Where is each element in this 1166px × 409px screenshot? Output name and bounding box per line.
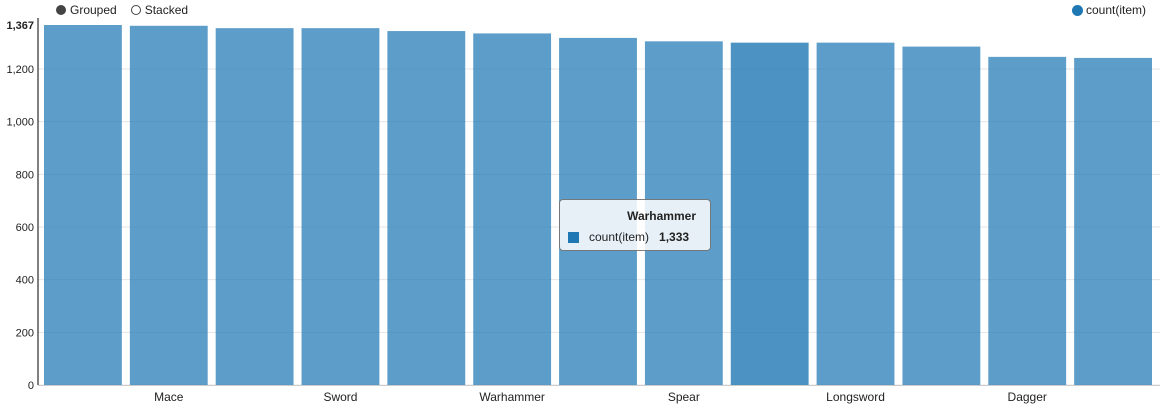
stacked-option[interactable]: Stacked — [130, 3, 189, 17]
y-tick-label: 800 — [16, 169, 34, 181]
bar[interactable] — [301, 28, 380, 385]
tooltip: Warhammer count(item) 1,333 — [559, 199, 711, 251]
legend-dot-icon[interactable] — [1071, 4, 1083, 16]
y-tick-label: 1,200 — [6, 64, 34, 76]
x-tick-label: Mace — [154, 390, 184, 404]
x-tick-label: Warhammer — [479, 390, 545, 404]
legend-label: count(item) — [1085, 3, 1146, 17]
bar[interactable] — [1074, 57, 1152, 386]
grouped-label: Grouped — [70, 3, 117, 17]
tooltip-row: count(item) 1,333 — [568, 230, 689, 244]
tooltip-value: 1,333 — [659, 230, 690, 244]
x-tick-label: Dagger — [1008, 390, 1047, 404]
y-tick-label: 600 — [16, 222, 34, 234]
y-axis-ticks: 0 200 400 600 800 1,000 1,200 1,367 — [6, 20, 34, 392]
grouped-radio-icon[interactable] — [56, 5, 66, 15]
bar[interactable] — [129, 25, 208, 386]
bar[interactable] — [44, 25, 122, 385]
bar[interactable] — [730, 42, 809, 386]
legend-item[interactable]: count(item) — [1071, 2, 1146, 18]
bar[interactable] — [387, 31, 466, 385]
stacked-label: Stacked — [144, 3, 189, 17]
grouped-option[interactable]: Grouped — [56, 3, 117, 17]
axes — [37, 18, 1160, 386]
y-tick-label: 0 — [28, 380, 34, 392]
stacked-radio-icon[interactable] — [130, 5, 141, 15]
y-tick-label: 400 — [16, 275, 34, 287]
y-max-label: 1,367 — [6, 20, 34, 32]
tooltip-title: Warhammer — [627, 209, 696, 223]
x-tick-label: Sword — [323, 390, 357, 404]
bar[interactable] — [902, 46, 981, 386]
y-tick-label: 1,000 — [6, 117, 34, 129]
bar[interactable] — [215, 28, 294, 385]
x-tick-label: Longsword — [826, 390, 885, 404]
chart-controls: Grouped Stacked — [56, 2, 202, 18]
tooltip-key: count(item) — [589, 230, 650, 244]
bar[interactable] — [988, 56, 1067, 386]
x-tick-label: Spear — [668, 390, 700, 404]
bar[interactable] — [473, 33, 552, 385]
tooltip-swatch-icon — [568, 231, 579, 243]
bar[interactable] — [816, 42, 895, 386]
x-axis-ticks: Mace Sword Warhammer Spear Longsword Dagger — [154, 390, 1047, 404]
y-tick-label: 200 — [16, 327, 34, 339]
